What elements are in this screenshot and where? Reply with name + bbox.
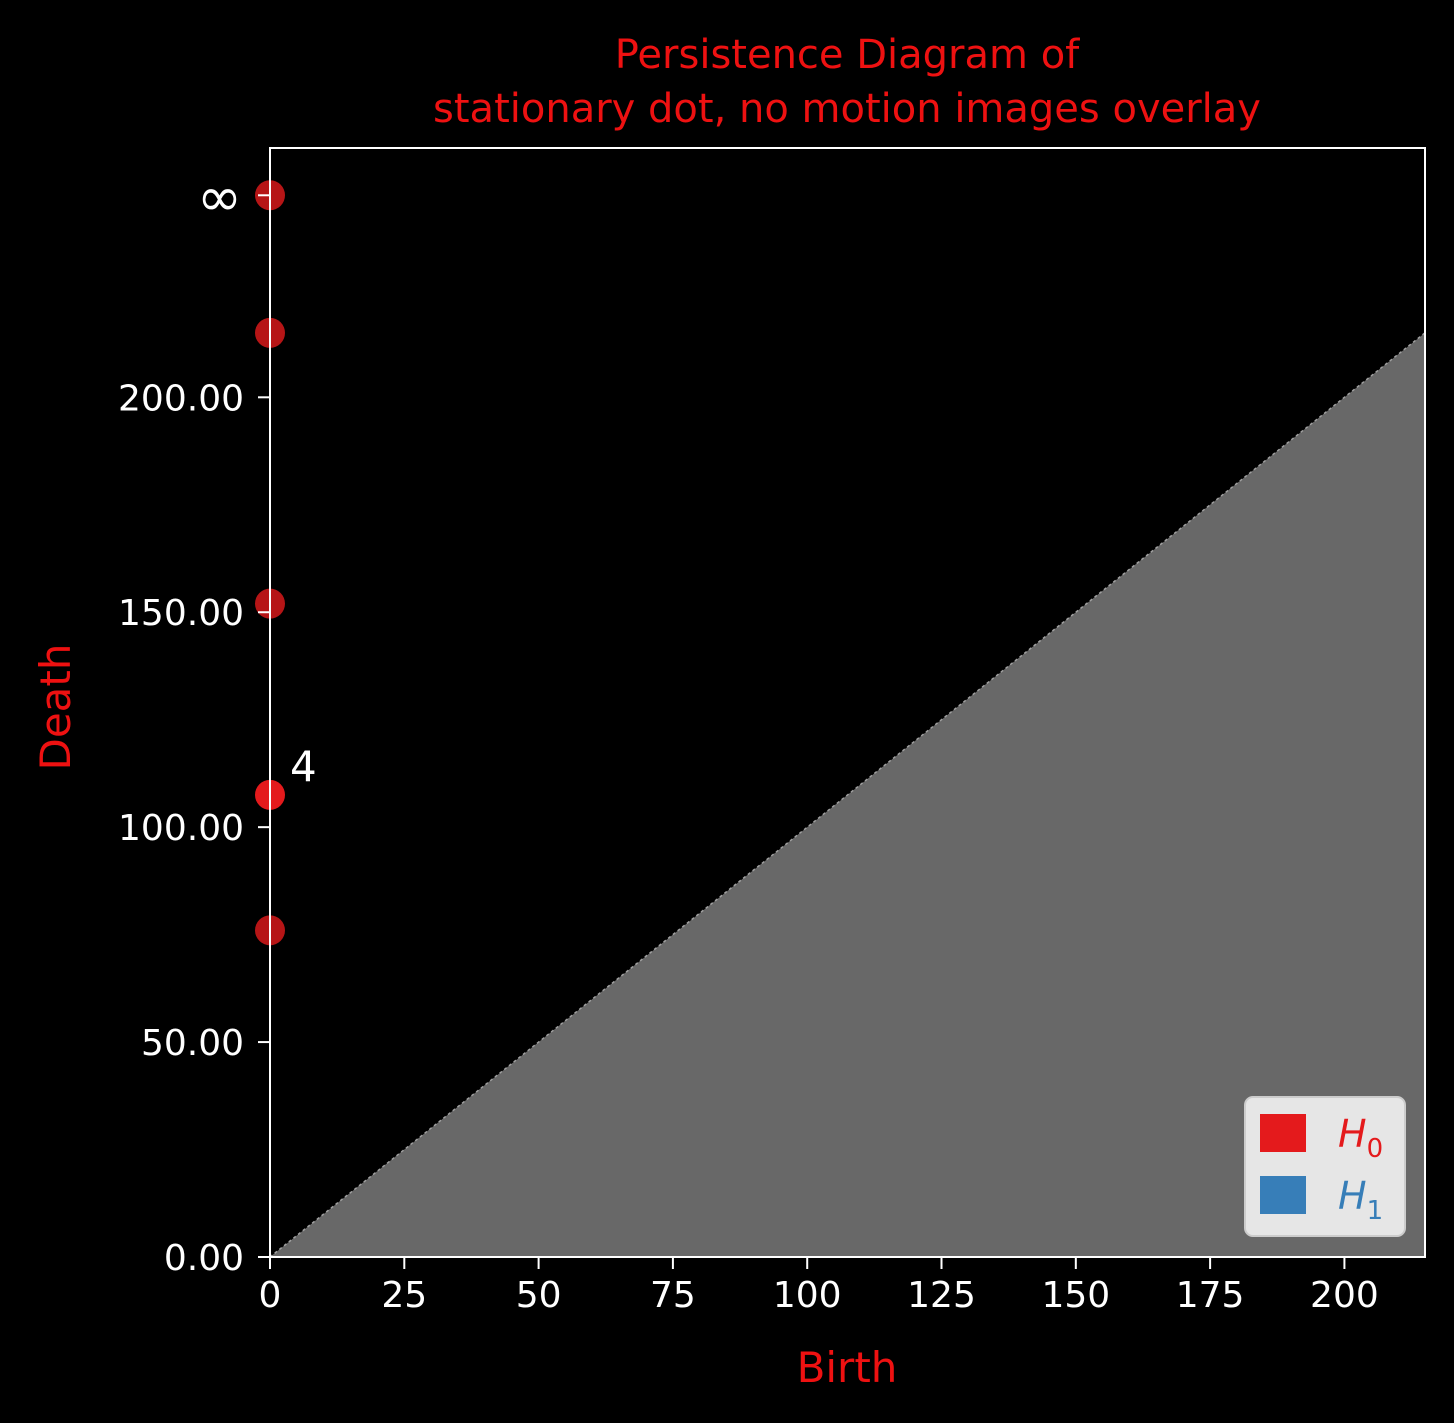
y-axis-title: Death [31, 643, 80, 770]
y-axis-ticks: 0.00 50.00 100.00 150.00 200.00 [118, 194, 270, 1279]
legend-swatch-h1 [1260, 1176, 1306, 1214]
legend: H0 H1 [1244, 1096, 1406, 1237]
diagonal-line [269, 332, 1426, 1258]
legend-label-h1: H1 [1338, 1174, 1383, 1226]
y-tick-label: 100.00 [118, 808, 244, 849]
diagonal-region [270, 332, 1425, 1257]
x-tick-label: 200 [1310, 1275, 1379, 1316]
y-tick-label: 150.00 [118, 593, 244, 634]
legend-label-h0: H0 [1338, 1112, 1383, 1164]
chart-title-line-1: Persistence Diagram of [615, 32, 1080, 78]
x-tick-label: 75 [650, 1275, 696, 1316]
plot-frame [269, 147, 1426, 1258]
legend-swatch-h0 [1260, 1114, 1306, 1152]
plot-area [255, 147, 1426, 1258]
y-tick-label: 0.00 [164, 1238, 244, 1279]
x-axis-ticks: 0 25 50 75 100 125 150 175 200 [259, 1257, 1379, 1316]
y-tick-label: 200.00 [118, 378, 244, 419]
x-axis-title: Birth [797, 1343, 898, 1392]
x-tick-label: 0 [259, 1275, 282, 1316]
point-annotation: 4 [290, 742, 317, 791]
chart-title-line-2: stationary dot, no motion images overlay [433, 86, 1261, 132]
x-tick-label: 125 [907, 1275, 976, 1316]
x-tick-label: 25 [381, 1275, 427, 1316]
x-tick-label: 150 [1041, 1275, 1110, 1316]
infinity-tick-label: ∞ [197, 165, 242, 228]
x-tick-label: 175 [1176, 1275, 1245, 1316]
x-tick-label: 50 [516, 1275, 562, 1316]
y-tick-label: 50.00 [141, 1023, 244, 1064]
x-tick-label: 100 [773, 1275, 842, 1316]
